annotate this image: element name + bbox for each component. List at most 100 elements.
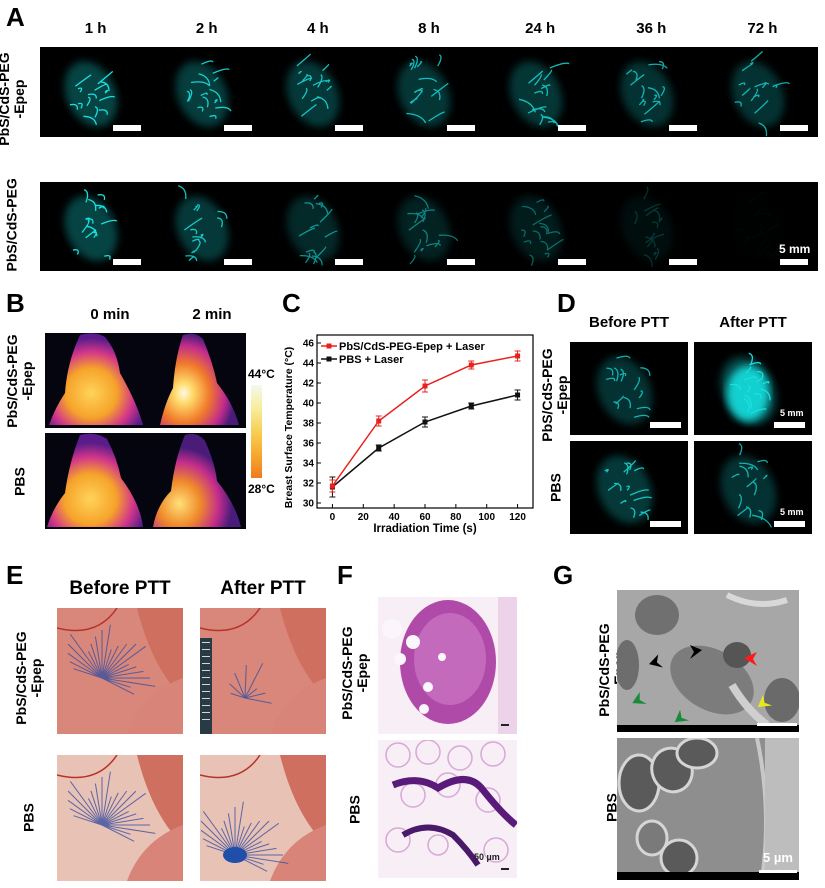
- panel-a-col-8h: 8 h: [418, 20, 440, 37]
- panel-e-photo-r1-c2: [200, 608, 326, 734]
- svg-text:120: 120: [509, 512, 526, 523]
- panel-a-fluor-tile-r2-c3: [262, 182, 374, 271]
- svg-text:100: 100: [478, 512, 495, 523]
- svg-text:36: 36: [303, 439, 315, 450]
- panel-a-fluor-tile-r2-c5: [484, 182, 596, 271]
- scale-bar: [779, 259, 808, 265]
- panel-a-fluor-tile-r2-c4: [373, 182, 485, 271]
- svg-text:34: 34: [303, 459, 315, 470]
- panel-e-photo-r1-c1: [57, 608, 183, 734]
- row-label-line1: PbS/CdS-PEG: [3, 178, 20, 272]
- panel-a-scale-bar-label: 5 mm: [779, 242, 811, 256]
- scale-bar-label: 5 mm: [780, 408, 804, 418]
- panel-b-thermal-pbs: [45, 433, 246, 529]
- svg-text:42: 42: [303, 379, 315, 390]
- row-label-line2: -Epep: [554, 375, 570, 415]
- svg-text:32: 32: [303, 479, 315, 490]
- panel-c-letter: C: [282, 288, 301, 318]
- panel-f-row1-label: PbS/CdS-PEG -Epep: [339, 623, 370, 723]
- panel-f-scale-bar-label: 50 µm: [474, 852, 500, 862]
- svg-text:PbS/CdS-PEG-Epep + Laser: PbS/CdS-PEG-Epep + Laser: [339, 341, 486, 353]
- panel-g-letter: G: [553, 560, 574, 590]
- row-label-line1: PbS/CdS-PEG: [4, 334, 20, 428]
- row-label-line1: PbS/CdS-PEG: [596, 623, 612, 717]
- panel-d-letter: D: [557, 288, 576, 318]
- panel-d-fluor-r1-c2: 5 mm: [694, 342, 812, 435]
- panel-d-fluor-r1-c1: [570, 342, 688, 435]
- scale-bar: [335, 259, 364, 265]
- scale-bar: [779, 125, 808, 131]
- scale-bar: [557, 125, 586, 131]
- panel-b-colorbar-min: 28°C: [248, 482, 275, 496]
- svg-text:38: 38: [303, 419, 315, 430]
- panel-a-row2-label: PbS/CdS-PEG: [3, 178, 20, 272]
- panel-g-scale-bar-label: 5 µm: [763, 850, 793, 865]
- scale-bar-label: 5 mm: [780, 507, 804, 517]
- panel-a-fluor-tile-r2-c6: [595, 182, 707, 271]
- scale-bar: [668, 259, 697, 265]
- scale-bar: [113, 259, 142, 265]
- svg-text:80: 80: [450, 512, 462, 523]
- panel-f-row2-label: PBS: [346, 795, 363, 824]
- panel-d-col-after: After PTT: [719, 314, 787, 331]
- panel-a-fluor-tile-r1-c1: [40, 47, 152, 137]
- panel-a-fluor-tile-r1-c4: [373, 47, 485, 137]
- panel-a-timelapse-row-epep: [40, 47, 818, 137]
- row-label-line1: PbS/CdS-PEG: [13, 631, 29, 725]
- panel-e-row1-label: PbS/CdS-PEG -Epep: [13, 628, 44, 728]
- scale-bar: [335, 125, 364, 131]
- panel-a-col-36h: 36 h: [636, 20, 667, 37]
- row-label-line2: -Epep: [11, 79, 27, 119]
- panel-e-row2-label: PBS: [20, 803, 37, 832]
- scale-bar: [650, 422, 681, 428]
- panel-e-photo-r2-c2: [200, 755, 326, 881]
- scale-bar: [668, 125, 697, 131]
- panel-f-he-stain-pbs: 50 µm: [378, 740, 517, 878]
- panel-f-he-stain-epep: [378, 597, 517, 734]
- panel-c-temperature-chart: 0 20 40 60 80 100 120 30 32 34 36 38 40 42 44 46 Irradia…: [283, 334, 534, 535]
- panel-a-fluor-tile-r1-c7: [706, 47, 818, 137]
- panel-e-photo-r2-c1: [57, 755, 183, 881]
- scale-bar: [224, 259, 253, 265]
- panel-b-thermal-epep: [45, 333, 246, 428]
- svg-text:Breast Surface Temperature (°C: Breast Surface Temperature (°C): [283, 347, 295, 509]
- scale-bar: [446, 125, 475, 131]
- panel-a-fluor-tile-r2-c7: [706, 182, 818, 271]
- panel-b-colorbar-max: 44°C: [248, 367, 275, 381]
- svg-text:20: 20: [358, 512, 370, 523]
- panel-d-row2-label: PBS: [547, 473, 564, 502]
- panel-a-fluor-tile-r2-c2: [151, 182, 263, 271]
- scale-bar: [557, 259, 586, 265]
- panel-a-col-24h: 24 h: [525, 20, 556, 37]
- row-label-line2: -Epep: [19, 361, 35, 401]
- svg-text:44: 44: [303, 359, 315, 370]
- panel-a-letter: A: [6, 2, 25, 32]
- panel-d-fluor-r2-c1: [570, 441, 688, 534]
- svg-text:PBS + Laser: PBS + Laser: [339, 354, 404, 366]
- panel-a-fluor-tile-r1-c2: [151, 47, 263, 137]
- svg-text:0: 0: [330, 512, 336, 523]
- panel-a-row1-label: PbS/CdS-PEG -Epep: [0, 49, 27, 149]
- row-label-line1: PbS/CdS-PEG: [539, 348, 555, 442]
- panel-b-col-0min: 0 min: [90, 306, 130, 323]
- scale-bar: [774, 422, 805, 428]
- row-label-line1: PbS/CdS-PEG: [339, 626, 355, 720]
- row-label-line2: -Epep: [28, 658, 44, 698]
- panel-e-col-after: After PTT: [220, 578, 306, 599]
- row-label-line2: -Epep: [354, 653, 370, 693]
- svg-text:46: 46: [303, 339, 315, 350]
- svg-text:30: 30: [303, 499, 315, 510]
- panel-a-fluor-tile-r2-c1: [40, 182, 152, 271]
- scale-bar: [446, 259, 475, 265]
- svg-text:60: 60: [419, 512, 431, 523]
- scale-bar: [113, 125, 142, 131]
- scale-bar: [774, 521, 805, 527]
- panel-a-col-4h: 4 h: [307, 20, 329, 37]
- panel-b-row2-label: PBS: [11, 467, 28, 496]
- panel-e-col-before: Before PTT: [69, 578, 171, 599]
- svg-text:Irradiation Time (s): Irradiation Time (s): [373, 523, 476, 535]
- scale-bar: [650, 521, 681, 527]
- scale-bar: [224, 125, 253, 131]
- panel-a-fluor-tile-r1-c3: [262, 47, 374, 137]
- panel-a-col-72h: 72 h: [747, 20, 778, 37]
